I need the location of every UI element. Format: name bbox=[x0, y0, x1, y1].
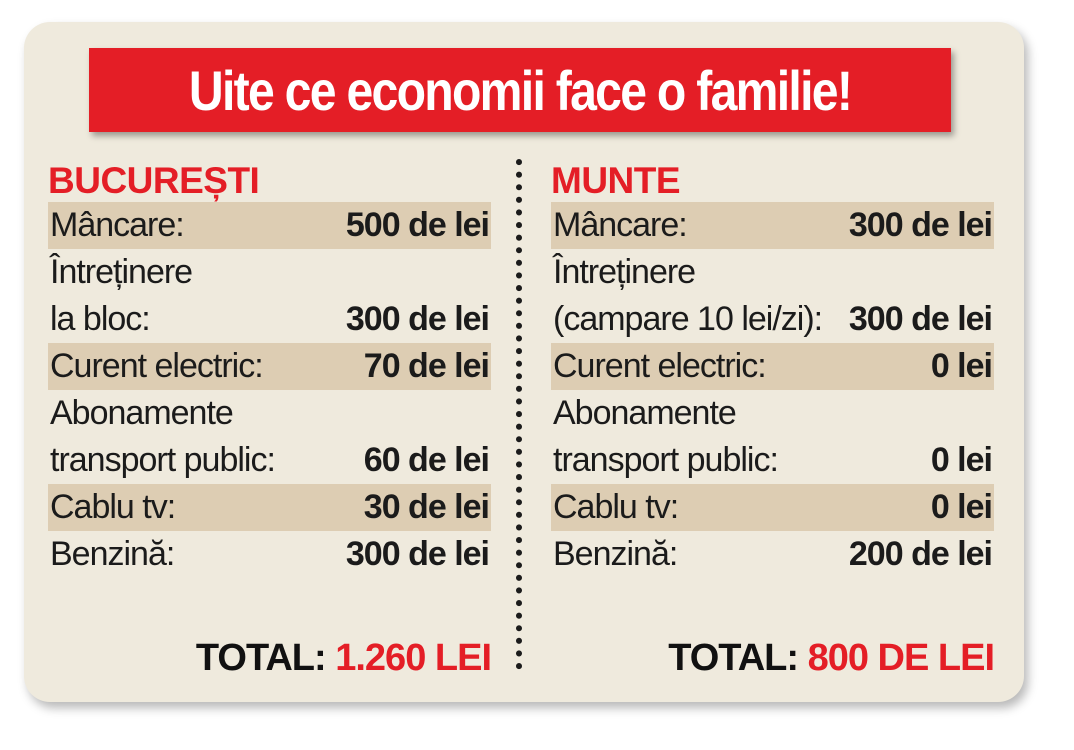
total-label: TOTAL: bbox=[195, 637, 327, 679]
expense-row-transport: Abonamente transport public: 60 de lei bbox=[48, 390, 491, 484]
expense-label: Curent electric: bbox=[50, 347, 264, 385]
munte-heading: MUNTE bbox=[551, 160, 681, 201]
expense-row-cable-tv: Cablu tv: 30 de lei bbox=[48, 484, 491, 531]
expense-value: 70 de lei bbox=[363, 347, 490, 385]
expense-row-transport: Abonamente transport public: 0 lei bbox=[551, 390, 994, 484]
total-value: 800 DE LEI bbox=[807, 637, 995, 679]
page-title: Uite ce economii face o familie! bbox=[188, 58, 853, 122]
dotted-divider bbox=[516, 159, 522, 675]
expense-row-fuel: Benzină: 200 de lei bbox=[551, 531, 994, 578]
expense-label: Abonamente transport public: bbox=[553, 394, 779, 479]
expense-row-food: Mâncare: 500 de lei bbox=[48, 202, 491, 249]
expense-label: Abonamente transport public: bbox=[50, 394, 276, 479]
munte-column: MUNTE Mâncare: 300 de lei Întreținere (c… bbox=[551, 160, 994, 578]
expense-label: Benzină: bbox=[50, 535, 175, 573]
expense-row-maintenance: Întreținere la bloc: 300 de lei bbox=[48, 249, 491, 343]
expense-value: 200 de lei bbox=[848, 535, 993, 573]
expense-value: 60 de lei bbox=[363, 441, 490, 479]
expense-value: 300 de lei bbox=[345, 535, 490, 573]
title-banner: Uite ce economii face o familie! bbox=[89, 48, 951, 132]
expense-row-electricity: Curent electric: 70 de lei bbox=[48, 343, 491, 390]
expense-value: 300 de lei bbox=[848, 206, 993, 244]
expense-label: Mâncare: bbox=[553, 206, 688, 244]
expense-label: Cablu tv: bbox=[50, 488, 176, 526]
expense-value: 500 de lei bbox=[345, 206, 490, 244]
bucuresti-column: BUCUREȘTI Mâncare: 500 de lei Întreținer… bbox=[48, 160, 491, 578]
expense-value: 0 lei bbox=[930, 488, 993, 526]
bucuresti-total: TOTAL: 1.260 LEI bbox=[195, 632, 492, 684]
expense-label: Cablu tv: bbox=[553, 488, 679, 526]
expense-label: Întreținere la bloc: bbox=[50, 253, 193, 338]
expense-label: Întreținere (campare 10 lei/zi): bbox=[553, 253, 823, 338]
total-value: 1.260 LEI bbox=[335, 637, 492, 679]
expense-label: Mâncare: bbox=[50, 206, 185, 244]
expense-value: 0 lei bbox=[930, 441, 993, 479]
bucuresti-heading: BUCUREȘTI bbox=[48, 160, 260, 201]
expense-row-electricity: Curent electric: 0 lei bbox=[551, 343, 994, 390]
expense-value: 30 de lei bbox=[363, 488, 490, 526]
expense-value: 300 de lei bbox=[345, 300, 490, 338]
munte-total: TOTAL: 800 DE LEI bbox=[668, 632, 995, 684]
expense-value: 0 lei bbox=[930, 347, 993, 385]
total-label: TOTAL: bbox=[668, 637, 799, 679]
expense-label: Benzină: bbox=[553, 535, 678, 573]
expense-row-fuel: Benzină: 300 de lei bbox=[48, 531, 491, 578]
expense-row-food: Mâncare: 300 de lei bbox=[551, 202, 994, 249]
expense-label: Curent electric: bbox=[553, 347, 767, 385]
expense-value: 300 de lei bbox=[848, 300, 993, 338]
expense-row-cable-tv: Cablu tv: 0 lei bbox=[551, 484, 994, 531]
expense-row-maintenance: Întreținere (campare 10 lei/zi): 300 de … bbox=[551, 249, 994, 343]
